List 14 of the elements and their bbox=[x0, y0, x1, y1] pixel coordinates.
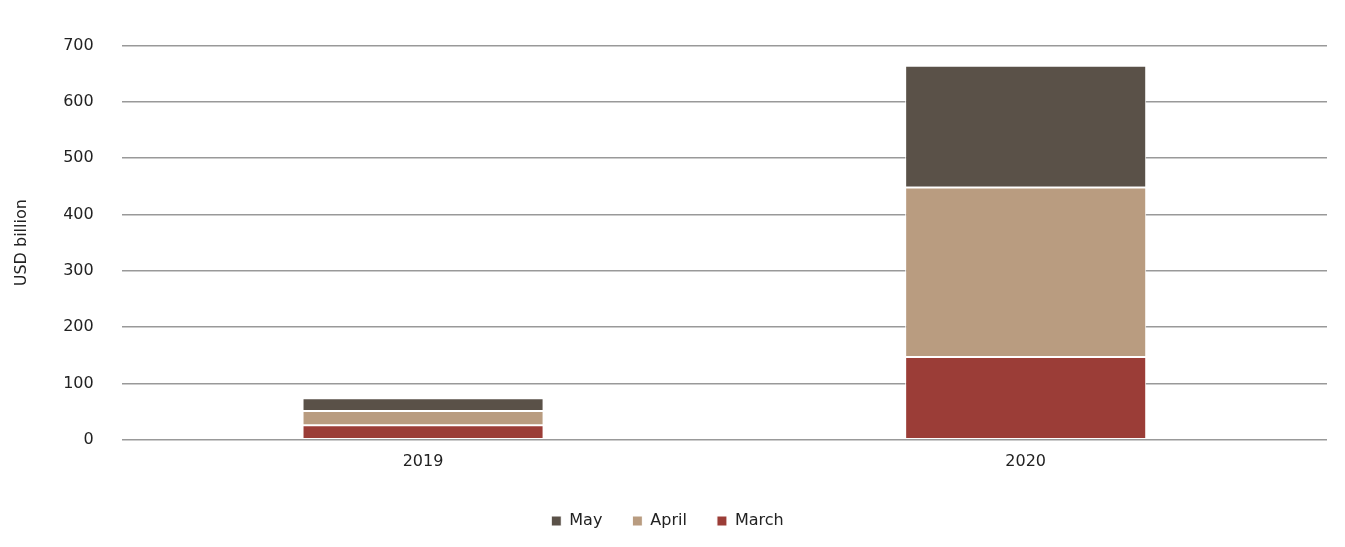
x-tick-label: 2020 bbox=[1005, 450, 1047, 470]
legend-label: April bbox=[650, 510, 687, 530]
y-tick-label: 300 bbox=[63, 260, 94, 280]
y-tick-label: 700 bbox=[63, 34, 94, 54]
y-axis-title: USD billion bbox=[10, 199, 30, 287]
y-tick-label: 0 bbox=[83, 428, 94, 448]
y-tick-label: 200 bbox=[63, 316, 94, 336]
y-tick-label: 600 bbox=[63, 91, 94, 111]
x-tick-label: 2019 bbox=[402, 450, 444, 470]
legend-label: March bbox=[734, 510, 784, 530]
legend-label: May bbox=[569, 510, 603, 530]
y-tick-label: 500 bbox=[63, 147, 94, 167]
y-tick-label: 100 bbox=[63, 372, 94, 392]
y-tick-label: 400 bbox=[63, 203, 94, 223]
